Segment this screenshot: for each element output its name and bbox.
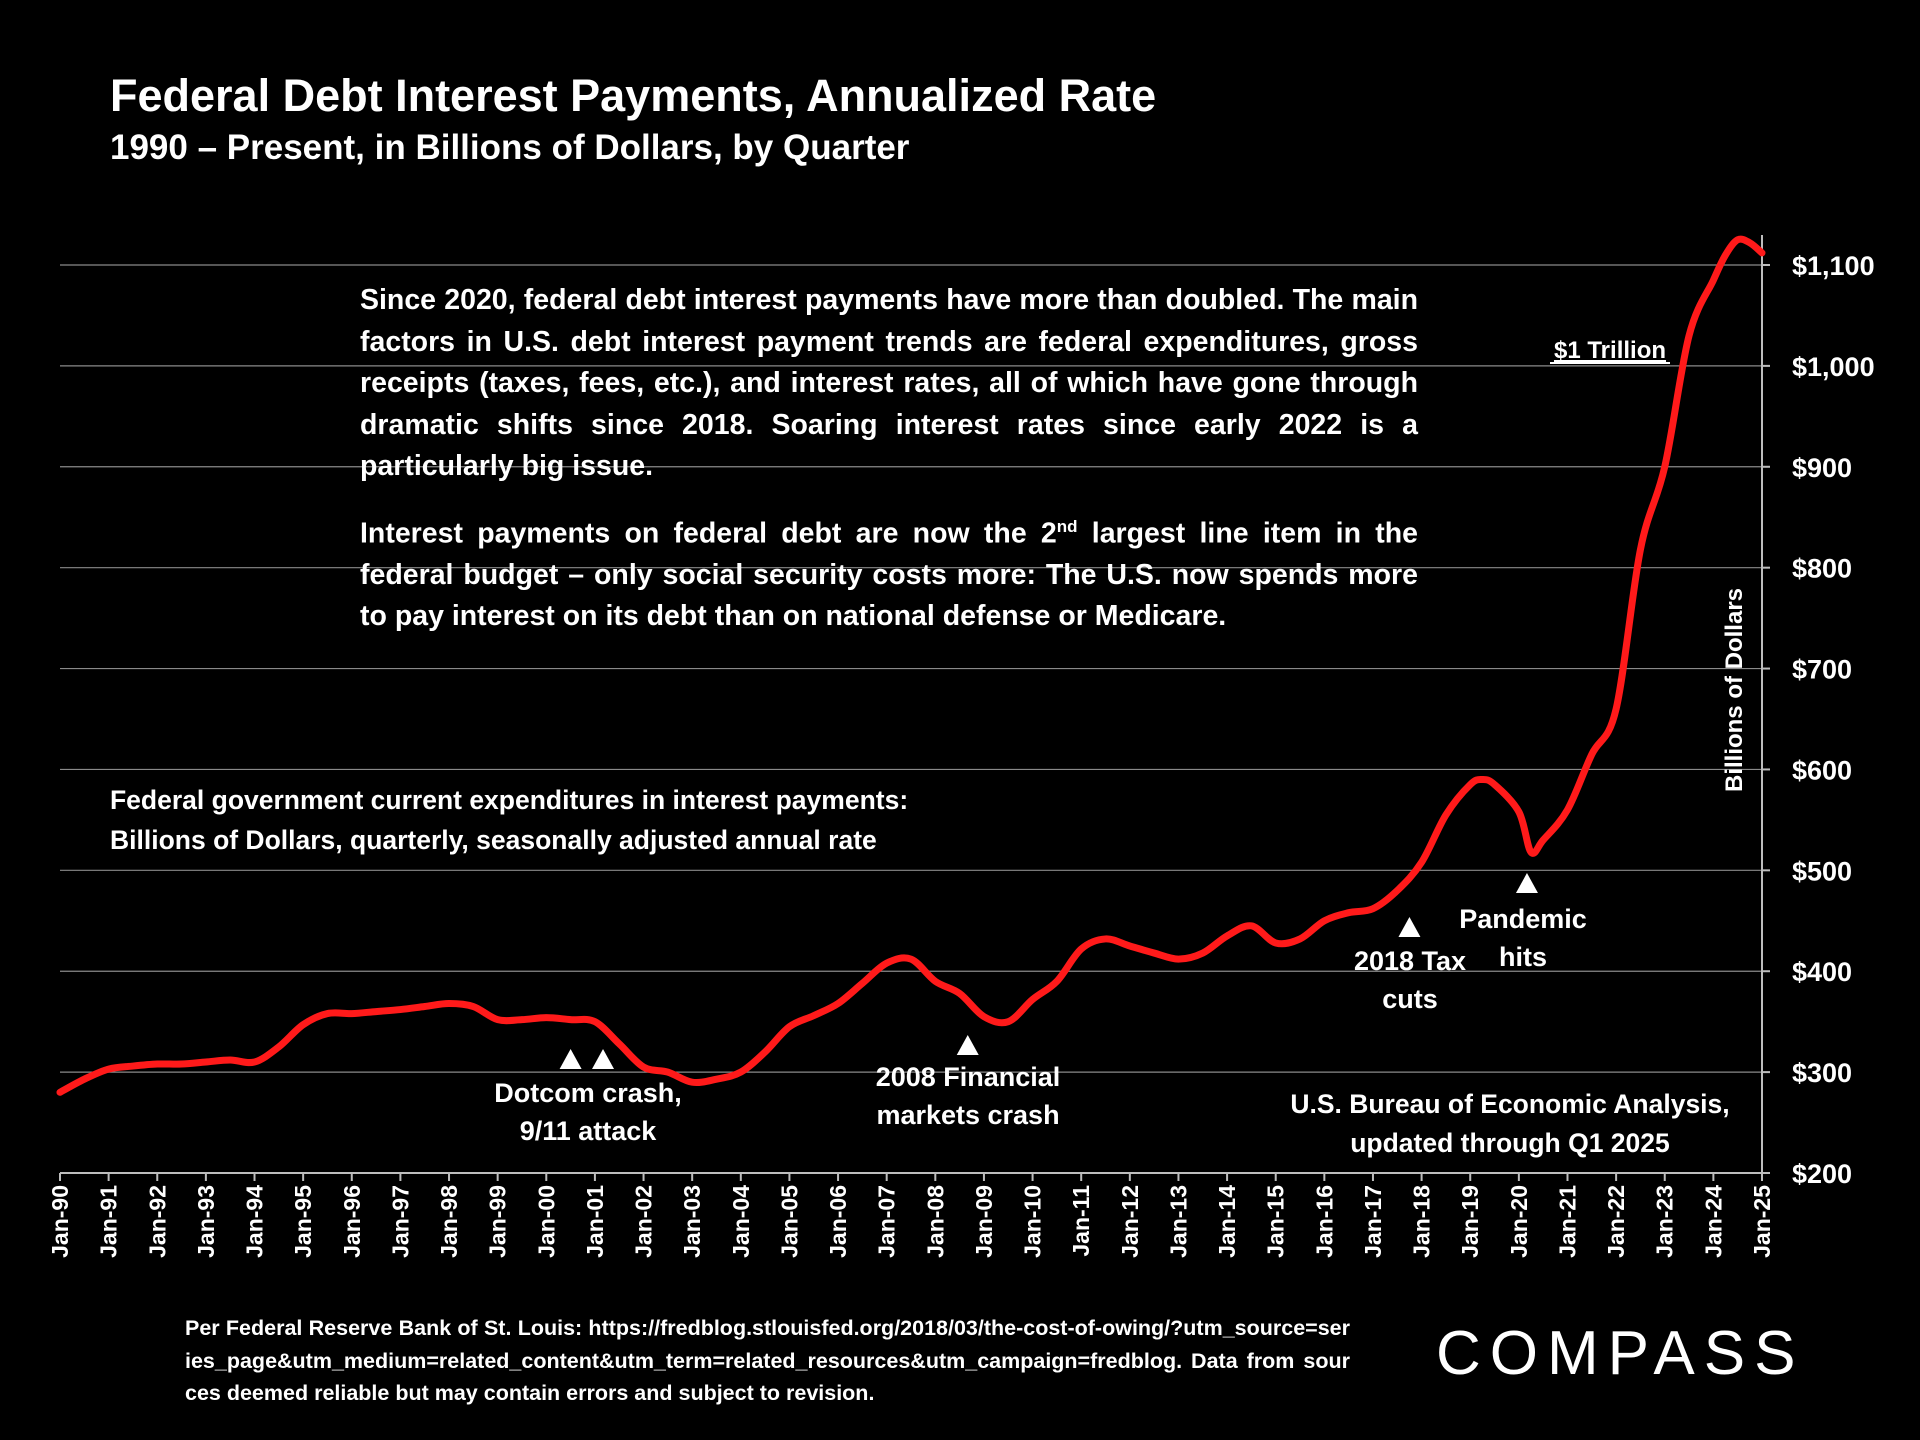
gridlines xyxy=(60,264,1762,1073)
event-marker-triangle xyxy=(592,1049,615,1069)
x-tick-label: Jan-12 xyxy=(1117,1185,1143,1258)
x-tick-label: Jan-10 xyxy=(1020,1185,1046,1258)
event-label-dotcom-line-1: Dotcom crash, xyxy=(494,1078,682,1108)
x-tick-label: Jan-08 xyxy=(922,1185,948,1258)
y-tick-label: $400 xyxy=(1792,957,1852,987)
event-label-tax-cuts-line-1: 2018 Tax xyxy=(1354,946,1466,976)
x-tick-label: Jan-07 xyxy=(874,1185,900,1258)
x-tick-label: Jan-16 xyxy=(1311,1185,1337,1258)
x-tick-label: Jan-25 xyxy=(1749,1185,1775,1258)
event-label-pandemic-line-2: hits xyxy=(1499,942,1547,972)
x-tick-label: Jan-00 xyxy=(533,1185,559,1258)
footnote: Per Federal Reserve Bank of St. Louis: h… xyxy=(185,1316,1350,1405)
event-label-dotcom-line-2: 9/11 attack xyxy=(520,1116,658,1146)
chart-title: Federal Debt Interest Payments, Annualiz… xyxy=(110,70,1157,121)
commentary-paragraph-2-start: Interest payments on federal debt are no… xyxy=(360,517,1057,549)
y-tick-label: $900 xyxy=(1792,453,1852,483)
series-description-line-1: Federal government current expenditures … xyxy=(110,785,909,815)
x-tick-label: Jan-02 xyxy=(631,1185,657,1258)
y-axis-label: Billions of Dollars xyxy=(1721,588,1748,792)
x-tick-label: Jan-19 xyxy=(1457,1185,1483,1258)
x-tick-label: Jan-15 xyxy=(1263,1185,1289,1258)
x-tick-label: Jan-24 xyxy=(1700,1185,1726,1258)
series-description: Federal government current expenditures … xyxy=(110,780,908,860)
y-tick-label: $500 xyxy=(1792,856,1852,886)
y-tick-label: $200 xyxy=(1792,1159,1852,1189)
y-tick-label: $800 xyxy=(1792,554,1852,584)
source-line-2: updated through Q1 2025 xyxy=(1350,1128,1670,1158)
event-marker-triangle xyxy=(1515,873,1538,893)
x-tick-label: Jan-20 xyxy=(1506,1185,1532,1258)
x-tick-label: Jan-99 xyxy=(485,1185,511,1258)
y-tick-label: $1,000 xyxy=(1792,352,1875,382)
commentary-paragraph-1: Since 2020, federal debt interest paymen… xyxy=(360,284,1418,482)
x-tick-label: Jan-13 xyxy=(1165,1185,1191,1258)
x-tick-label: Jan-93 xyxy=(193,1185,219,1258)
source-note: U.S. Bureau of Economic Analysis, update… xyxy=(1270,1085,1750,1163)
y-axis-ticks: $200 $300 $400 $500 $600 $700 $800 $900 $1,000 $1… xyxy=(1762,251,1875,1189)
x-tick-label: Jan-23 xyxy=(1652,1185,1678,1258)
event-label-financial-crash-line-2: markets crash xyxy=(876,1100,1059,1130)
y-tick-label: $700 xyxy=(1792,655,1852,685)
x-tick-label: Jan-06 xyxy=(825,1185,851,1258)
x-tick-label: Jan-22 xyxy=(1603,1185,1629,1258)
x-tick-label: Jan-92 xyxy=(144,1185,170,1258)
annotation-one-trillion: $1 Trillion xyxy=(1554,337,1666,364)
y-tick-label: $300 xyxy=(1792,1058,1852,1088)
y-tick-label: $600 xyxy=(1792,755,1852,785)
x-tick-label: Jan-91 xyxy=(96,1185,122,1258)
event-marker-triangle xyxy=(956,1035,979,1055)
x-tick-label: Jan-05 xyxy=(776,1185,802,1258)
ordinal-suffix: nd xyxy=(1056,516,1078,536)
x-tick-label: Jan-98 xyxy=(436,1185,462,1258)
x-tick-label: Jan-90 xyxy=(47,1185,73,1258)
x-tick-label: Jan-14 xyxy=(1214,1185,1240,1258)
x-tick-label: Jan-17 xyxy=(1360,1185,1386,1258)
x-tick-label: Jan-03 xyxy=(679,1185,705,1258)
commentary-paragraph-2: Interest payments on federal debt are no… xyxy=(360,506,1418,638)
compass-logo: COMPASS xyxy=(1436,1319,1805,1388)
x-tick-label: Jan-01 xyxy=(582,1185,608,1258)
x-tick-label: Jan-97 xyxy=(387,1185,413,1258)
x-tick-label: Jan-96 xyxy=(339,1185,365,1258)
y-tick-label: $1,100 xyxy=(1792,251,1875,281)
commentary-paragraph-2-end: largest line item in the federal budget … xyxy=(360,517,1418,632)
series-description-line-2: Billions of Dollars, quarterly, seasonal… xyxy=(110,825,877,855)
event-label-pandemic-line-1: Pandemic xyxy=(1459,904,1587,934)
x-tick-label: Jan-09 xyxy=(971,1185,997,1258)
x-tick-label: Jan-04 xyxy=(728,1185,754,1258)
event-label-tax-cuts-line-2: cuts xyxy=(1382,984,1438,1014)
event-label-financial-crash-line-1: 2008 Financial xyxy=(876,1062,1061,1092)
x-tick-label: Jan-95 xyxy=(290,1185,316,1258)
commentary: Since 2020, federal debt interest paymen… xyxy=(360,280,1418,656)
source-line-1: U.S. Bureau of Economic Analysis, xyxy=(1290,1089,1730,1119)
event-marker-triangle xyxy=(559,1049,582,1069)
event-marker-triangle xyxy=(1398,917,1421,937)
annotations: $1 Trillion Dotcom crash, 9/11 attack 2008 … xyxy=(494,337,1670,1146)
x-tick-label: Jan-94 xyxy=(242,1185,268,1258)
x-tick-label: Jan-18 xyxy=(1409,1185,1435,1258)
chart-subtitle: 1990 – Present, in Billions of Dollars, … xyxy=(110,128,910,167)
x-tick-label: Jan-11 xyxy=(1068,1185,1094,1257)
x-tick-label: Jan-21 xyxy=(1554,1185,1580,1258)
x-axis-ticks: Jan-90 Jan-91 Jan-92 Jan-93 Jan-94 Jan-95 Jan-… xyxy=(47,1173,1775,1258)
series-line xyxy=(56,235,1766,1096)
axes xyxy=(60,235,1763,1174)
